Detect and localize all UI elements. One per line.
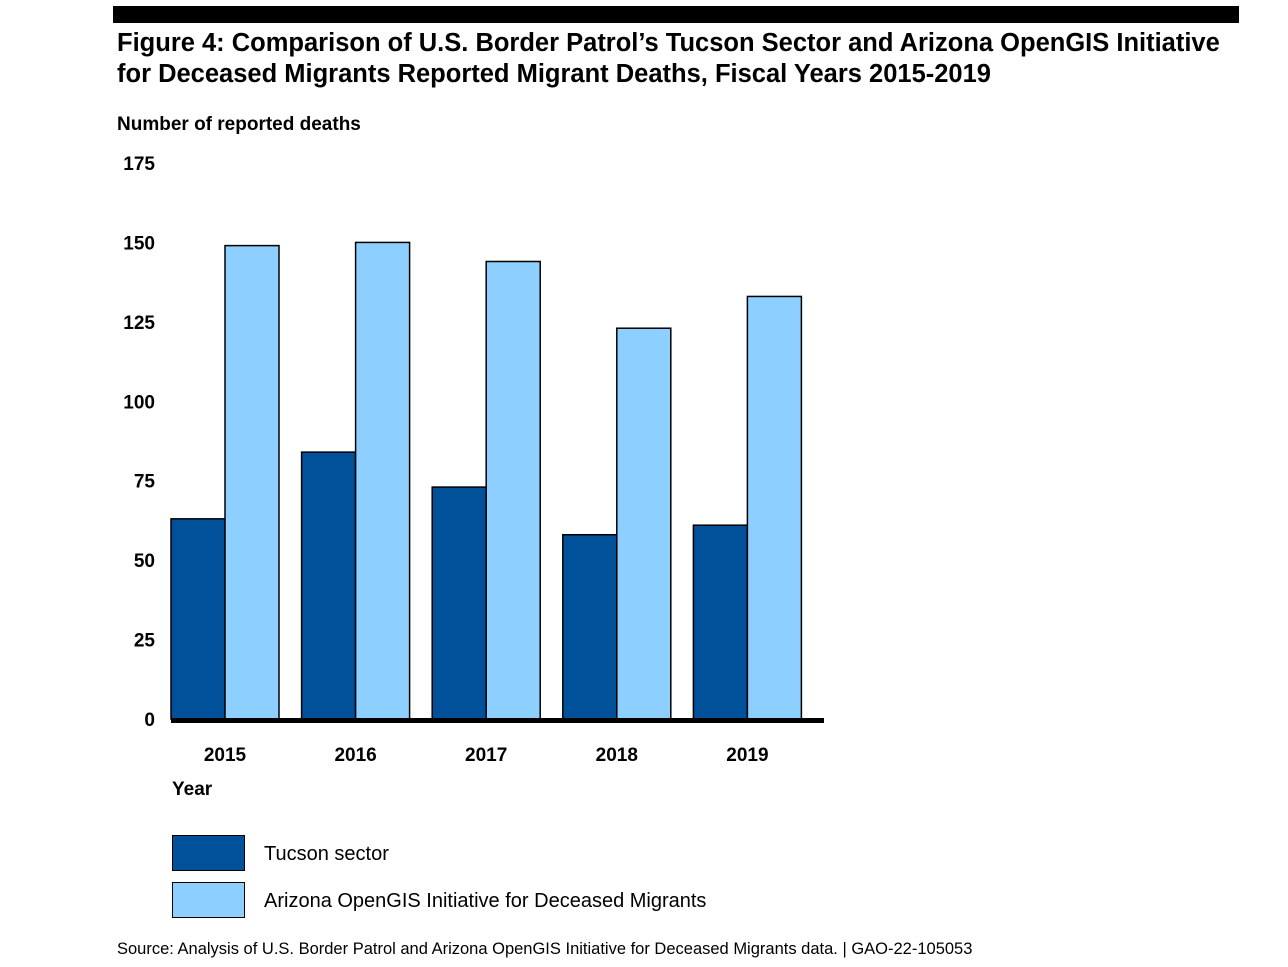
bar-tucson-2018 <box>562 533 618 720</box>
bar-tucson-2017 <box>431 486 487 720</box>
y-tick-label-75: 75 <box>134 472 156 493</box>
top-rule <box>113 6 1239 23</box>
bar-opengis-2018 <box>616 327 672 720</box>
legend-label-tucson: Tucson sector <box>264 843 389 865</box>
bar-opengis-2017 <box>485 260 541 720</box>
bar-opengis-2019 <box>746 295 803 720</box>
x-tick-label-2015: 2015 <box>204 745 247 766</box>
y-tick-label-150: 150 <box>123 233 155 254</box>
bar-opengis-2015 <box>224 244 280 720</box>
x-tick-label-2018: 2018 <box>596 745 638 766</box>
x-tick-label-2016: 2016 <box>334 745 376 766</box>
bar-opengis-2016 <box>354 241 411 720</box>
legend-label-opengis: Arizona OpenGIS Initiative for Deceased … <box>264 890 707 912</box>
y-tick-label-175: 175 <box>123 154 155 175</box>
y-tick-label-125: 125 <box>123 313 155 334</box>
source-note: Source: Analysis of U.S. Border Patrol a… <box>117 940 973 958</box>
legend-swatch-tucson <box>172 835 245 871</box>
bar-tucson-2019 <box>692 524 749 720</box>
figure-title: Figure 4: Comparison of U.S. Border Patr… <box>117 29 1220 88</box>
bar-tucson-2015 <box>170 518 226 720</box>
y-tick-label-50: 50 <box>134 551 155 572</box>
bar-tucson-2016 <box>300 451 357 720</box>
x-tick-label-2019: 2019 <box>726 745 768 766</box>
y-tick-label-25: 25 <box>134 631 156 652</box>
legend-swatch-opengis <box>172 882 245 918</box>
x-axis-line <box>171 718 824 723</box>
y-tick-label-100: 100 <box>123 392 155 413</box>
y-tick-label-0: 0 <box>144 710 155 731</box>
y-axis-title: Number of reported deaths <box>117 114 361 135</box>
x-axis-title: Year <box>172 779 213 800</box>
x-tick-label-2017: 2017 <box>465 745 507 766</box>
